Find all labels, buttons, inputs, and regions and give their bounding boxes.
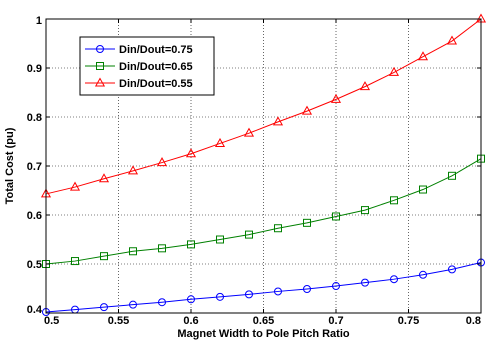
data-point bbox=[187, 240, 195, 249]
data-point bbox=[158, 298, 166, 307]
legend-marker bbox=[96, 45, 104, 53]
ticks: 0.5 0.55 0.6 0.65 0.7 0.75 0.80.40.50.60.70.80… bbox=[27, 15, 482, 327]
legend-label: Din/Dout=0.75 bbox=[119, 44, 193, 56]
data-point bbox=[187, 295, 195, 304]
data-point bbox=[216, 292, 224, 301]
x-tick-label: 0.55 bbox=[108, 315, 129, 327]
data-point bbox=[419, 270, 427, 279]
data-point bbox=[448, 265, 456, 274]
data-point bbox=[129, 247, 137, 256]
x-tick-label: 0.75 bbox=[398, 315, 419, 327]
legend-marker bbox=[96, 62, 104, 70]
data-point bbox=[419, 185, 427, 194]
x-axis-label: Magnet Width to Pole Pitch Ratio bbox=[177, 328, 350, 340]
data-point bbox=[332, 212, 340, 221]
legend: Din/Dout=0.75 Din/Dout=0.65 Din/Dout=0.55 bbox=[79, 36, 215, 96]
data-point bbox=[127, 165, 139, 175]
data-point bbox=[303, 284, 311, 293]
data-point bbox=[214, 137, 226, 147]
y-tick-label: 0.6 bbox=[27, 210, 42, 222]
data-point bbox=[216, 235, 224, 244]
data-point bbox=[361, 206, 369, 215]
series-line bbox=[45, 18, 482, 195]
series-line bbox=[45, 158, 482, 265]
data-point bbox=[274, 287, 282, 296]
data-point bbox=[361, 278, 369, 287]
data-point bbox=[301, 105, 313, 115]
data-point bbox=[158, 244, 166, 253]
y-axis-label: Total Cost (pu) bbox=[4, 127, 16, 204]
data-point bbox=[359, 81, 371, 91]
legend-marker bbox=[94, 77, 106, 87]
data-point bbox=[69, 181, 81, 191]
data-point bbox=[446, 35, 458, 45]
data-point bbox=[274, 224, 282, 233]
series-1 bbox=[42, 258, 485, 317]
y-tick-label: 1 bbox=[36, 15, 42, 27]
legend-entry: Din/Dout=0.65 bbox=[85, 61, 193, 73]
series-line bbox=[45, 262, 482, 313]
data-point bbox=[129, 300, 137, 309]
data-point bbox=[272, 116, 284, 126]
x-tick-label: 0.8 bbox=[466, 315, 481, 327]
series-3 bbox=[40, 13, 487, 198]
data-point bbox=[243, 127, 255, 137]
data-point bbox=[245, 290, 253, 299]
y-tick-label: 0.5 bbox=[27, 259, 42, 271]
data-point bbox=[390, 196, 398, 205]
data-point bbox=[100, 252, 108, 261]
data-point bbox=[448, 171, 456, 180]
data-point bbox=[98, 173, 110, 183]
data-point bbox=[330, 93, 342, 103]
series-layer bbox=[40, 13, 487, 317]
data-point bbox=[156, 157, 168, 167]
legend-label: Din/Dout=0.55 bbox=[119, 78, 193, 90]
data-point bbox=[417, 51, 429, 61]
data-point bbox=[71, 257, 79, 266]
x-tick-label: 0.5 bbox=[44, 315, 59, 327]
data-point bbox=[245, 230, 253, 239]
y-tick-label: 0.9 bbox=[27, 63, 42, 75]
legend-entry: Din/Dout=0.55 bbox=[85, 77, 193, 90]
data-point bbox=[100, 303, 108, 312]
x-tick-label: 0.7 bbox=[328, 315, 343, 327]
data-point bbox=[332, 282, 340, 291]
data-point bbox=[390, 275, 398, 284]
data-point bbox=[303, 218, 311, 227]
data-point bbox=[185, 148, 197, 158]
y-tick-label: 0.4 bbox=[27, 304, 43, 316]
x-tick-label: 0.6 bbox=[183, 315, 198, 327]
y-tick-label: 0.8 bbox=[27, 112, 42, 124]
legend-label: Din/Dout=0.65 bbox=[119, 61, 193, 73]
y-tick-label: 0.7 bbox=[27, 161, 42, 173]
x-tick-label: 0.65 bbox=[253, 315, 274, 327]
legend-entry: Din/Dout=0.75 bbox=[85, 44, 193, 56]
data-point bbox=[388, 66, 400, 76]
